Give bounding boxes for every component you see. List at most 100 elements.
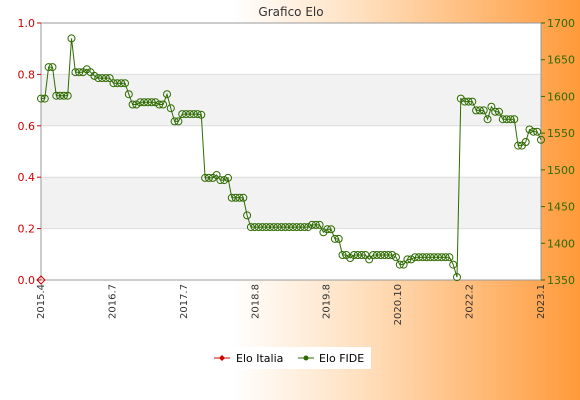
elo-fide-point <box>510 115 519 124</box>
elo-fide-point <box>136 98 145 107</box>
elo-fide-point <box>105 74 114 83</box>
elo-fide-point <box>216 176 225 185</box>
elo-fide-point <box>323 225 332 234</box>
elo-fide-point <box>384 251 393 259</box>
y-right-tick-label: 1350 <box>547 274 575 287</box>
elo-fide-point <box>449 260 458 269</box>
elo-fide-point <box>430 253 439 262</box>
elo-fide-point <box>243 211 252 220</box>
plot-band <box>41 23 541 75</box>
elo-fide-point <box>189 110 198 119</box>
elo-fide-point <box>479 106 488 115</box>
elo-fide-point <box>254 223 263 232</box>
elo-fide-point <box>235 193 244 202</box>
elo-fide-point <box>277 223 286 232</box>
elo-fide-point <box>315 220 324 229</box>
elo-fide-point <box>533 127 542 136</box>
elo-fide-point <box>117 79 126 88</box>
elo-fide-point <box>453 273 461 282</box>
elo-fide-point <box>143 98 152 107</box>
elo-fide-point <box>433 253 442 262</box>
legend-box <box>208 347 371 369</box>
plot-frame <box>40 22 542 281</box>
elo-fide-point <box>350 251 358 259</box>
elo-fide-point <box>67 34 76 43</box>
plot-band <box>41 74 541 126</box>
elo-fide-point <box>174 117 183 126</box>
elo-fide-point <box>132 100 141 109</box>
elo-fide-point <box>201 173 210 182</box>
elo-fide-point <box>128 100 137 109</box>
elo-fide-point <box>151 98 160 107</box>
x-tick-label: 2016.7 <box>107 284 118 319</box>
elo-fide-point <box>525 125 534 134</box>
elo-fide-point <box>380 251 389 259</box>
elo-fide-point <box>445 253 454 262</box>
x-tick-label: 2018.8 <box>250 284 261 319</box>
elo-fide-point <box>224 173 232 182</box>
elo-fide-point <box>506 115 515 124</box>
elo-fide-point <box>101 74 110 83</box>
elo-fide-point <box>239 193 248 202</box>
elo-fide-point <box>327 225 336 234</box>
x-tick-label: 2019.8 <box>322 284 333 319</box>
x-tick-label: 2023.1 <box>536 284 547 319</box>
elo-fide-point <box>411 253 419 262</box>
elo-fide-point <box>407 255 416 264</box>
elo-fide-point <box>166 104 175 113</box>
plot-band <box>41 177 541 229</box>
elo-fide-point <box>464 97 473 106</box>
elo-fide-point <box>159 100 168 109</box>
elo-fide-point <box>56 91 65 100</box>
y-left-tick-label: 0.6 <box>18 120 36 133</box>
elo-fide-point <box>197 110 206 119</box>
elo-fide-point <box>388 251 397 259</box>
elo-fide-point <box>94 74 103 83</box>
elo-fide-point <box>422 253 431 262</box>
elo-fide-point <box>308 220 316 229</box>
elo-fide-point <box>90 71 99 80</box>
elo-fide-point <box>403 255 412 264</box>
legend: Elo Italia Elo FIDE <box>208 347 371 369</box>
elo-fide-point <box>468 97 477 106</box>
elo-fide-point <box>495 107 503 116</box>
elo-fide-point <box>437 253 446 262</box>
elo-fide-point <box>185 110 194 119</box>
elo-fide-point <box>311 220 320 229</box>
elo-fide-point <box>44 63 53 72</box>
elo-fide-point <box>502 115 511 124</box>
elo-fide-point <box>48 63 57 72</box>
elo-fide-point <box>537 135 545 144</box>
elo-fide-point <box>338 251 347 259</box>
elo-fide-point <box>304 223 313 232</box>
elo-fide-point <box>227 193 236 202</box>
elo-fide-point <box>258 223 267 232</box>
elo-fide-point <box>372 251 381 259</box>
elo-fide-point <box>491 107 500 116</box>
elo-fide-point <box>269 223 278 232</box>
elo-fide-point <box>231 193 240 202</box>
elo-fide-point <box>472 106 481 115</box>
y-left-tick-label: 1.0 <box>18 17 36 30</box>
elo-fide-point <box>266 223 274 232</box>
elo-fide-point <box>52 91 61 100</box>
elo-fide-point <box>63 91 72 100</box>
legend-fide-label: Elo FIDE <box>319 352 364 365</box>
elo-fide-point <box>288 223 297 232</box>
y-right-tick-label: 1500 <box>547 164 575 177</box>
elo-fide-point <box>487 102 496 111</box>
elo-fide-point <box>71 68 80 77</box>
elo-fide-point <box>121 79 129 88</box>
y-right-tick-label: 1450 <box>547 201 575 214</box>
y-right-tick-label: 1550 <box>547 127 575 140</box>
elo-fide-point <box>460 97 469 106</box>
elo-fide-point <box>357 251 366 259</box>
elo-fide-point <box>40 94 49 103</box>
elo-fide-point <box>109 79 118 88</box>
elo-fide-point <box>418 253 427 262</box>
x-tick-label: 2020.10 <box>393 284 404 325</box>
plot-band <box>41 228 541 280</box>
x-tick-label: 2015.4 <box>36 284 47 319</box>
elo-fide-point <box>296 223 305 232</box>
elo-fide-point <box>250 223 259 232</box>
